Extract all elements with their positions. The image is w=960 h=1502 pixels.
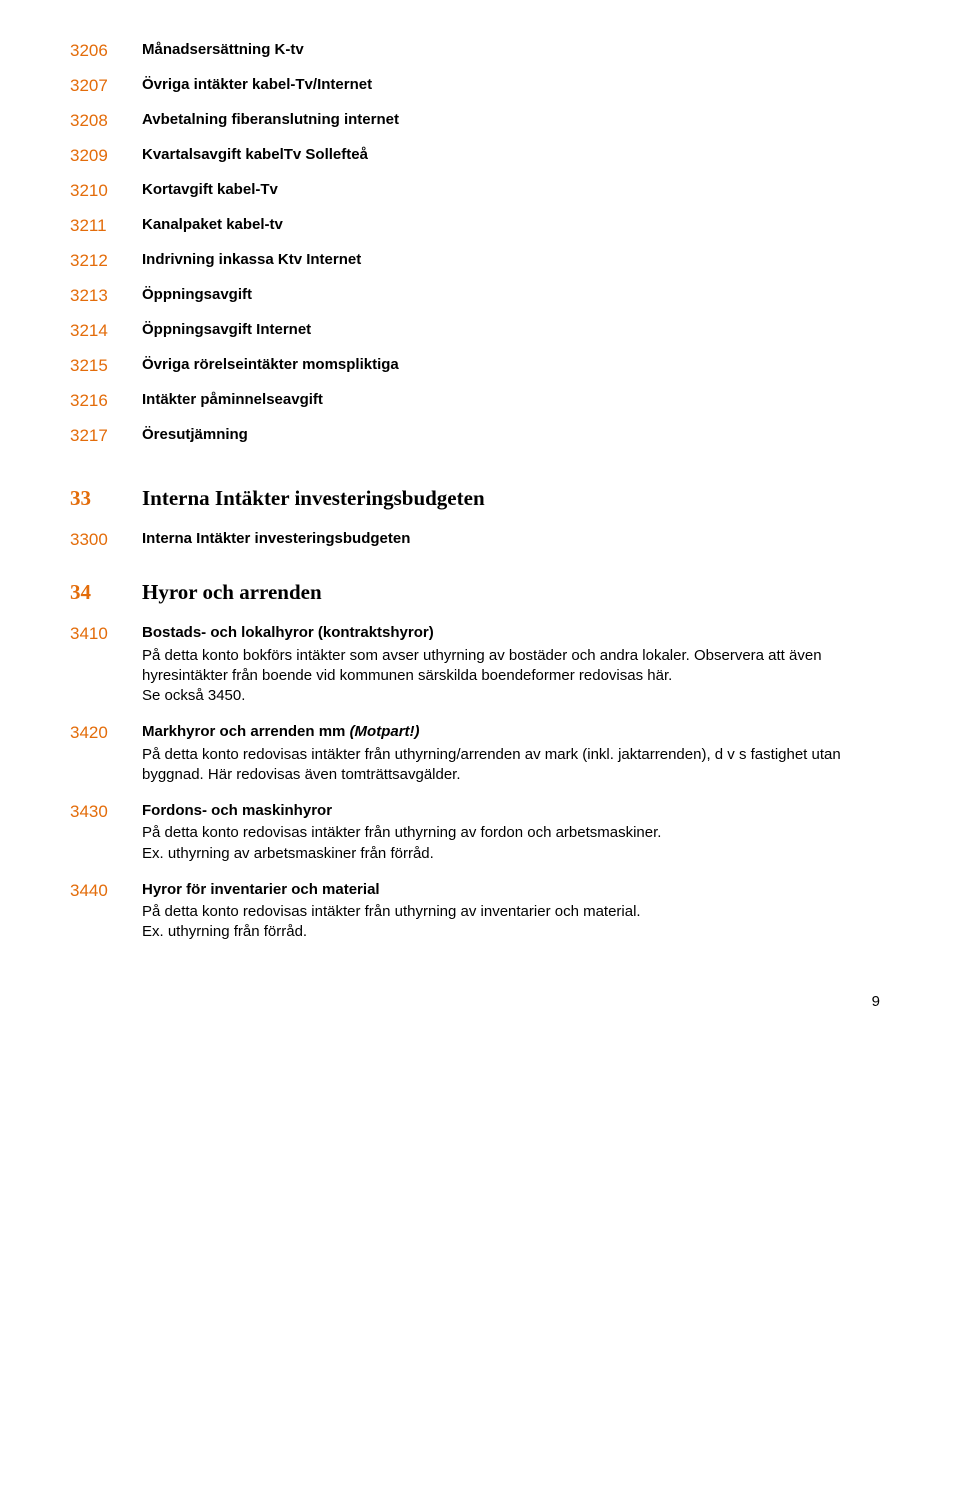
account-row: 3214Öppningsavgift Internet: [70, 320, 890, 341]
account-content: Kortavgift kabel-Tv: [142, 180, 890, 200]
account-title: Öppningsavgift Internet: [142, 320, 890, 340]
account-content: Bostads- och lokalhyror (kontraktshyror)…: [142, 623, 890, 706]
account-title: Öppningsavgift: [142, 285, 890, 305]
account-content: Intäkter påminnelseavgift: [142, 390, 890, 410]
account-title: Öresutjämning: [142, 425, 890, 445]
account-content: Öppningsavgift Internet: [142, 320, 890, 340]
account-code: 3207: [70, 75, 142, 96]
account-title: Kortavgift kabel-Tv: [142, 180, 890, 200]
account-content: Månadsersättning K-tv: [142, 40, 890, 60]
account-content: Hyror och arrenden: [142, 580, 890, 605]
account-content: Öppningsavgift: [142, 285, 890, 305]
account-title: Bostads- och lokalhyror (kontraktshyror): [142, 623, 890, 643]
section-heading: 33Interna Intäkter investeringsbudgeten: [70, 486, 890, 511]
account-code: 3209: [70, 145, 142, 166]
account-row: 3209Kvartalsavgift kabelTv Sollefteå: [70, 145, 890, 166]
account-description: På detta konto redovisas intäkter från u…: [142, 823, 890, 864]
account-row: 3217Öresutjämning: [70, 425, 890, 446]
page-number: 9: [70, 993, 890, 1010]
account-content: Hyror för inventarier och materialPå det…: [142, 880, 890, 943]
account-description: På detta konto bokförs intäkter som avse…: [142, 646, 890, 707]
account-content: Övriga intäkter kabel-Tv/Internet: [142, 75, 890, 95]
account-title: Kvartalsavgift kabelTv Sollefteå: [142, 145, 890, 165]
account-code: 3206: [70, 40, 142, 61]
account-title: Övriga intäkter kabel-Tv/Internet: [142, 75, 890, 95]
document-body: 3206Månadsersättning K-tv3207Övriga intä…: [70, 40, 890, 943]
account-description: På detta konto redovisas intäkter från u…: [142, 745, 890, 786]
account-row: 3206Månadsersättning K-tv: [70, 40, 890, 61]
account-code: 34: [70, 580, 142, 605]
account-code: 3215: [70, 355, 142, 376]
account-content: Öresutjämning: [142, 425, 890, 445]
account-title: Avbetalning fiberanslutning internet: [142, 110, 890, 130]
account-title: Övriga rörelseintäkter momspliktiga: [142, 355, 890, 375]
account-row: 3215Övriga rörelseintäkter momspliktiga: [70, 355, 890, 376]
account-code: 3420: [70, 722, 142, 743]
account-row: 3210Kortavgift kabel-Tv: [70, 180, 890, 201]
account-content: Markhyror och arrenden mm (Motpart!) På d…: [142, 722, 890, 785]
account-title: Indrivning inkassa Ktv Internet: [142, 250, 890, 270]
account-code: 3300: [70, 529, 142, 550]
account-row: 3420Markhyror och arrenden mm (Motpart!)…: [70, 722, 890, 785]
account-title: Hyror och arrenden: [142, 580, 890, 605]
account-content: Fordons- och maskinhyrorPå detta konto r…: [142, 801, 890, 864]
account-title: Interna Intäkter investeringsbudgeten: [142, 486, 890, 511]
account-content: Kanalpaket kabel-tv: [142, 215, 890, 235]
account-code: 3430: [70, 801, 142, 822]
account-title: Kanalpaket kabel-tv: [142, 215, 890, 235]
account-row: 3208Avbetalning fiberanslutning internet: [70, 110, 890, 131]
account-code: 3208: [70, 110, 142, 131]
account-code: 3214: [70, 320, 142, 341]
account-code: 3217: [70, 425, 142, 446]
account-title: Markhyror och arrenden mm (Motpart!): [142, 722, 890, 742]
account-row: 3430Fordons- och maskinhyrorPå detta kon…: [70, 801, 890, 864]
account-content: Interna Intäkter investeringsbudgeten: [142, 529, 890, 549]
account-code: 3440: [70, 880, 142, 901]
account-row: 3300Interna Intäkter investeringsbudgete…: [70, 529, 890, 550]
account-content: Avbetalning fiberanslutning internet: [142, 110, 890, 130]
account-row: 3207Övriga intäkter kabel-Tv/Internet: [70, 75, 890, 96]
account-row: 3216Intäkter påminnelseavgift: [70, 390, 890, 411]
account-code: 3211: [70, 215, 142, 236]
title-text: Markhyror och arrenden mm: [142, 723, 350, 740]
account-code: 3410: [70, 623, 142, 644]
account-code: 3216: [70, 390, 142, 411]
account-code: 3213: [70, 285, 142, 306]
account-content: Indrivning inkassa Ktv Internet: [142, 250, 890, 270]
account-title: Intäkter påminnelseavgift: [142, 390, 890, 410]
account-code: 3212: [70, 250, 142, 271]
account-row: 3440Hyror för inventarier och materialPå…: [70, 880, 890, 943]
account-code: 33: [70, 486, 142, 511]
section-heading: 34Hyror och arrenden: [70, 580, 890, 605]
account-code: 3210: [70, 180, 142, 201]
account-content: Interna Intäkter investeringsbudgeten: [142, 486, 890, 511]
account-description: På detta konto redovisas intäkter från u…: [142, 902, 890, 943]
account-title: Fordons- och maskinhyror: [142, 801, 890, 821]
account-row: 3213Öppningsavgift: [70, 285, 890, 306]
account-row: 3410Bostads- och lokalhyror (kontraktshy…: [70, 623, 890, 706]
account-row: 3211Kanalpaket kabel-tv: [70, 215, 890, 236]
account-title: Hyror för inventarier och material: [142, 880, 890, 900]
account-content: Kvartalsavgift kabelTv Sollefteå: [142, 145, 890, 165]
account-title: Interna Intäkter investeringsbudgeten: [142, 529, 890, 549]
account-row: 3212Indrivning inkassa Ktv Internet: [70, 250, 890, 271]
account-title: Månadsersättning K-tv: [142, 40, 890, 60]
title-italic: (Motpart!): [350, 723, 420, 740]
account-content: Övriga rörelseintäkter momspliktiga: [142, 355, 890, 375]
